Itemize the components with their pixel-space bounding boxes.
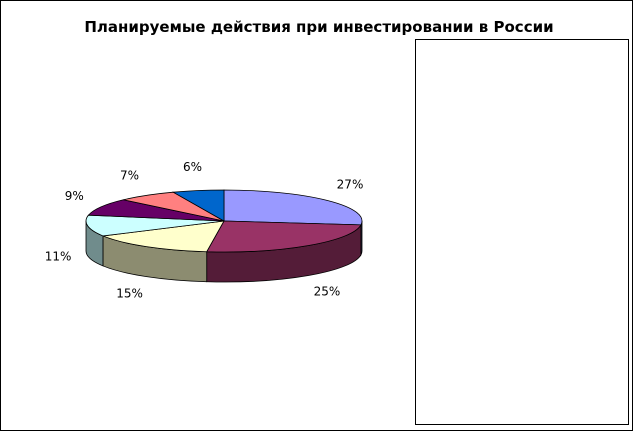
data-label-1: 27% <box>337 178 364 192</box>
pie-slice-разработка-уникальных-продуктов-для-лока <box>101 220 225 253</box>
pie-slice-открытие-новых-офисов <box>206 220 362 253</box>
pie-sides <box>85 220 363 283</box>
pie-data-labels: 27% 25% 15% 11% 9% 7% 6% <box>45 160 364 301</box>
pie-top <box>85 189 363 253</box>
data-label-2: 25% <box>314 284 341 298</box>
data-label-4: 11% <box>45 250 72 264</box>
pie-slice-благотворительные-взносы-акции <box>171 189 225 222</box>
legend <box>415 39 629 425</box>
data-label-7: 6% <box>183 160 202 174</box>
pie-slice-слияния-и-поглащения <box>85 214 225 237</box>
data-label-5: 9% <box>65 189 84 203</box>
data-label-6: 7% <box>120 169 139 183</box>
data-label-3: 15% <box>116 286 143 300</box>
pie-slice-образование-альянсов-с-партнерами <box>223 189 363 226</box>
chart-title: Планируемые действия при инвестировании … <box>84 18 553 36</box>
